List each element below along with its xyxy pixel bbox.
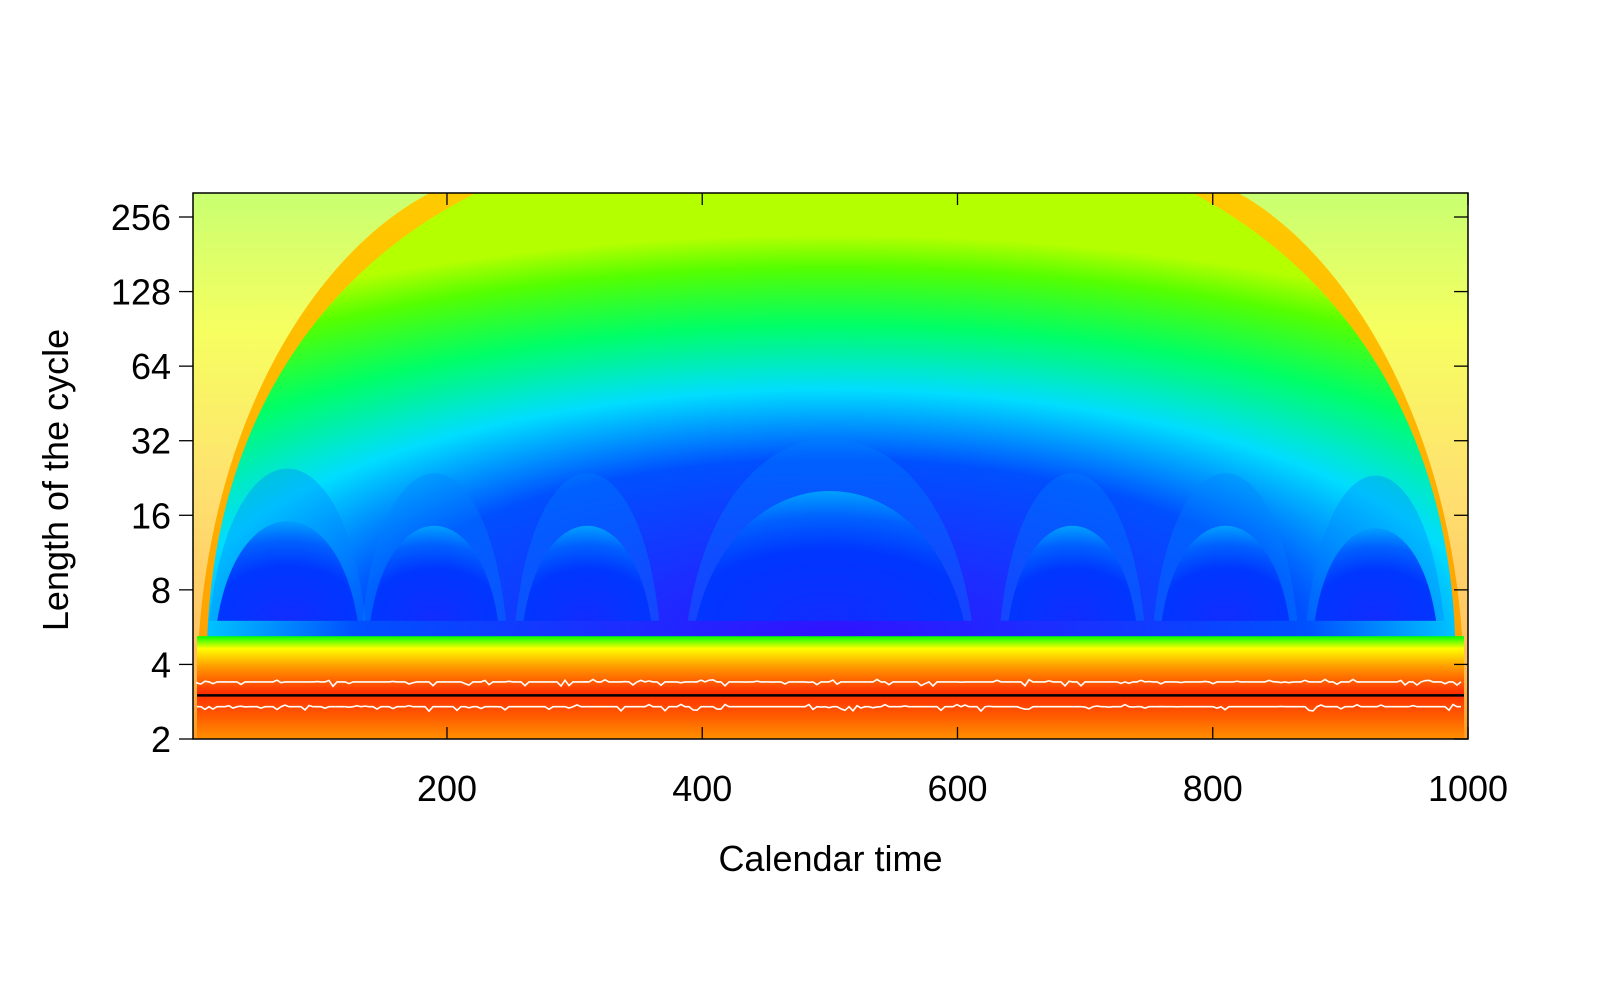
- y-tick-label: 128: [111, 272, 171, 313]
- low-power-lobe: [1008, 525, 1137, 621]
- high-power-band: [197, 636, 1464, 739]
- low-power-halo: [209, 468, 366, 621]
- x-axis: 200 400 600 800 1000: [417, 193, 1508, 809]
- low-power-lobe: [1161, 525, 1290, 621]
- low-power-halo: [362, 473, 507, 621]
- y-tick-label: 64: [131, 346, 171, 387]
- x-tick-label: 400: [672, 768, 732, 809]
- heatmap-layer: [193, 193, 1468, 739]
- x-tick-label: 600: [927, 768, 987, 809]
- low-power-lobe: [217, 521, 358, 621]
- ridge-band-lower-line: [197, 703, 1461, 713]
- x-tick-label: 200: [417, 768, 477, 809]
- significant-power-region: [207, 193, 1456, 643]
- y-tick-label: 8: [151, 570, 171, 611]
- low-power-lobes: [209, 438, 1445, 621]
- plot-frame: [192, 192, 1469, 740]
- low-power-halo: [515, 473, 660, 621]
- low-power-lobe: [370, 525, 499, 621]
- low-power-lobe: [695, 490, 964, 621]
- low-power-halo: [1153, 473, 1298, 621]
- y-axis-title: Length of the cycle: [35, 329, 76, 631]
- low-power-halo: [687, 438, 972, 621]
- low-power-halo: [1000, 473, 1145, 621]
- x-tick-label: 1000: [1428, 768, 1508, 809]
- y-tick-label: 2: [151, 719, 171, 760]
- low-power-lobe: [1314, 528, 1437, 621]
- y-tick-label: 16: [131, 495, 171, 536]
- low-power-lobe: [523, 525, 652, 621]
- x-tick-label: 800: [1183, 768, 1243, 809]
- ridge-band-upper-line: [196, 678, 1462, 688]
- y-tick-label: 256: [111, 197, 171, 238]
- y-axis: 2 4 8 16 32 64 128 256: [111, 197, 1468, 760]
- low-power-halo: [1306, 475, 1445, 621]
- y-tick-label: 32: [131, 421, 171, 462]
- x-axis-title: Calendar time: [718, 838, 942, 879]
- y-tick-label: 4: [151, 644, 171, 685]
